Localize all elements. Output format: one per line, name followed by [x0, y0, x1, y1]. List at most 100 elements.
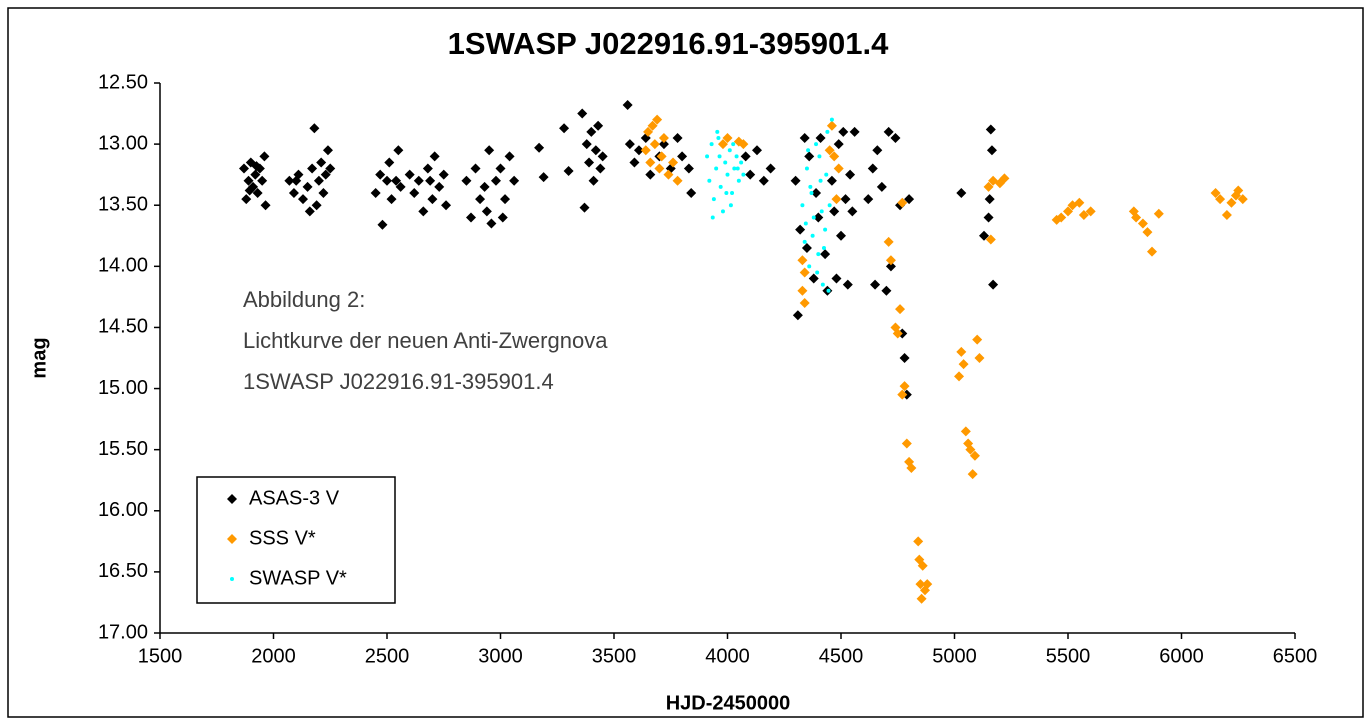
point: [563, 166, 574, 176]
point: [870, 279, 881, 290]
point: [647, 120, 658, 131]
point: [584, 157, 595, 168]
point: [643, 126, 654, 137]
x-tick-label: 2500: [365, 645, 410, 667]
point: [586, 126, 597, 137]
point: [806, 148, 811, 153]
y-tick-label: 12.50: [98, 71, 148, 93]
point: [831, 194, 842, 205]
point: [833, 139, 844, 150]
point: [820, 282, 825, 287]
point: [409, 188, 420, 198]
point: [847, 206, 858, 217]
point: [808, 273, 819, 284]
point: [728, 203, 733, 208]
point: [624, 139, 635, 150]
point: [906, 463, 917, 473]
point: [597, 151, 608, 162]
point: [840, 194, 851, 205]
point: [259, 151, 270, 162]
point: [707, 178, 712, 183]
point: [988, 279, 999, 290]
point: [668, 157, 679, 168]
point: [663, 169, 674, 180]
annotation-line: Abbildung 2:: [243, 287, 365, 312]
point: [654, 163, 665, 174]
point: [588, 175, 599, 186]
point: [954, 371, 965, 382]
point: [683, 163, 694, 174]
point: [672, 133, 683, 143]
point: [1131, 212, 1142, 223]
x-tick-label: 4000: [705, 645, 750, 667]
x-tick-label: 1500: [138, 645, 183, 667]
point: [316, 157, 327, 168]
point: [881, 285, 892, 296]
point: [867, 163, 878, 174]
point: [986, 145, 997, 156]
point: [709, 142, 714, 147]
point: [816, 252, 821, 257]
series: [640, 114, 1248, 604]
point: [384, 157, 395, 168]
point: [917, 560, 928, 571]
point: [845, 169, 856, 180]
point: [325, 163, 336, 174]
point: [590, 145, 601, 156]
y-tick-label: 15.00: [98, 377, 148, 399]
point: [257, 175, 268, 186]
point: [836, 230, 846, 241]
point: [825, 129, 830, 134]
point: [716, 136, 721, 140]
point: [922, 579, 933, 590]
point: [441, 200, 452, 211]
legend-marker: [227, 534, 237, 544]
point: [958, 359, 969, 370]
point: [422, 163, 433, 174]
point: [739, 160, 744, 165]
point: [386, 194, 397, 205]
x-axis-label: HJD-2450000: [666, 692, 791, 714]
point: [810, 233, 815, 238]
point: [979, 230, 990, 241]
point: [658, 139, 669, 150]
point: [723, 160, 728, 165]
point: [833, 163, 844, 174]
point: [250, 169, 261, 180]
point: [872, 145, 883, 156]
point: [967, 469, 978, 480]
point: [725, 172, 730, 177]
point: [241, 194, 252, 205]
point: [404, 169, 415, 180]
point: [969, 450, 980, 461]
point: [579, 202, 590, 213]
point: [885, 261, 896, 272]
point: [821, 246, 826, 250]
point: [815, 133, 826, 143]
point: [1215, 194, 1226, 205]
y-tick-label: 15.50: [98, 438, 148, 460]
point: [811, 188, 822, 198]
point: [413, 175, 424, 186]
point: [304, 206, 315, 217]
point: [309, 123, 320, 134]
point: [291, 175, 302, 186]
point: [1226, 197, 1237, 208]
legend-label: SSS V*: [249, 527, 316, 549]
point: [481, 206, 492, 217]
point: [824, 172, 829, 177]
point: [382, 175, 392, 186]
point: [974, 353, 985, 363]
point: [826, 120, 837, 131]
point: [538, 172, 549, 183]
point: [804, 166, 809, 171]
x-tick-label: 6500: [1273, 645, 1318, 667]
point: [800, 203, 805, 208]
point: [823, 227, 828, 232]
y-tick-label: 17.00: [98, 621, 148, 643]
point: [913, 536, 924, 547]
point: [876, 181, 887, 192]
y-tick-label: 13.00: [98, 132, 148, 154]
point: [495, 163, 506, 174]
annotation-line: Lichtkurve der neuen Anti-Zwergnova: [243, 328, 608, 353]
